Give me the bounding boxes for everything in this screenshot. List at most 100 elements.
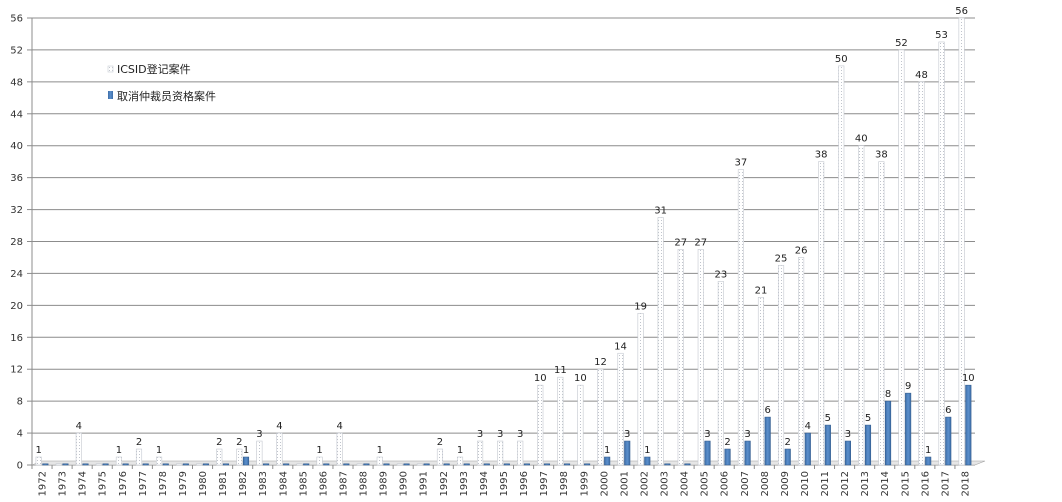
x-tick-label: 2004 [680, 471, 691, 496]
data-label-icsid: 37 [735, 158, 748, 169]
data-label-icsid: 1 [316, 445, 322, 456]
data-label-icsid: 48 [915, 70, 928, 81]
legend-swatch-disqualification [108, 91, 113, 99]
data-label-disqualification: 1 [925, 445, 931, 456]
bar-icsid [798, 257, 805, 466]
x-tick-label: 1987 [338, 471, 349, 496]
bar-icsid [617, 352, 624, 466]
bar-icsid [858, 145, 865, 466]
bar-disqualification [563, 463, 571, 466]
data-label-icsid: 4 [76, 421, 82, 432]
bar-disqualification [483, 463, 490, 466]
bar-icsid [657, 217, 664, 466]
x-tick-label: 2001 [619, 471, 630, 496]
bar-icsid [256, 440, 263, 466]
data-label-icsid: 2 [216, 437, 222, 448]
data-label-icsid: 19 [634, 301, 647, 312]
bar-disqualification [423, 463, 430, 466]
x-tick-label: 1978 [158, 471, 169, 496]
x-tick-label: 1984 [278, 471, 289, 496]
bar-icsid [717, 281, 724, 466]
bar-disqualification [624, 440, 631, 466]
bar-icsid [336, 432, 343, 466]
x-tick-label: 1983 [258, 471, 269, 496]
data-label-icsid: 23 [714, 269, 727, 280]
y-tick-label: 52 [10, 45, 23, 56]
y-tick-label: 56 [10, 14, 23, 25]
bar-icsid [135, 448, 143, 466]
y-tick-label: 36 [10, 173, 23, 184]
y-tick-label: 12 [10, 365, 23, 376]
data-label-disqualification: 5 [865, 413, 871, 424]
data-label-disqualification: 10 [962, 373, 975, 384]
bar-icsid [697, 249, 704, 466]
x-tick-label: 1977 [138, 471, 149, 496]
bar-disqualification [303, 463, 310, 466]
bar-disqualification [263, 463, 270, 466]
data-label-disqualification: 6 [764, 405, 770, 416]
y-tick-label: 20 [10, 301, 23, 312]
x-tick-label: 2010 [800, 471, 811, 496]
x-tick-label: 1999 [579, 471, 590, 496]
x-tick-label: 2008 [760, 471, 771, 496]
bar-disqualification [784, 448, 791, 466]
data-label-disqualification: 3 [744, 429, 750, 440]
data-label-icsid: 1 [156, 445, 162, 456]
x-tick-label: 2002 [639, 471, 650, 496]
bar-disqualification [744, 440, 751, 466]
x-tick-label: 1998 [559, 471, 570, 496]
legend: ICSID登记案件 取消仲裁员资格案件 [107, 62, 216, 103]
bar-disqualification [202, 463, 209, 466]
data-label-disqualification: 9 [905, 381, 911, 392]
data-label-icsid: 12 [594, 357, 607, 368]
bar-icsid [396, 463, 403, 466]
bar-disqualification [664, 463, 671, 466]
data-label-icsid: 21 [755, 285, 768, 296]
legend-swatch-icsid [107, 65, 114, 73]
bar-disqualification [543, 463, 551, 466]
y-tick-label: 48 [10, 77, 23, 88]
x-tick-label: 2012 [840, 471, 851, 496]
data-label-disqualification: 2 [724, 437, 730, 448]
data-label-icsid: 4 [276, 421, 282, 432]
bar-disqualification [162, 463, 169, 466]
bar-disqualification [463, 463, 470, 466]
x-tick-label: 1991 [419, 471, 430, 496]
bar-disqualification [844, 440, 851, 466]
x-tick-label: 1980 [198, 471, 209, 496]
bar-icsid [35, 456, 42, 466]
bar-icsid [557, 376, 564, 466]
x-tick-label: 2003 [660, 471, 671, 496]
y-tick-label: 28 [10, 237, 23, 248]
bar-icsid [938, 41, 945, 466]
data-label-disqualification: 1 [604, 445, 610, 456]
bar-icsid [597, 368, 604, 466]
data-label-icsid: 52 [895, 38, 908, 49]
x-tick-label: 2006 [720, 471, 731, 496]
data-label-disqualification: 4 [805, 421, 811, 432]
bar-icsid [95, 463, 102, 466]
bar-icsid [236, 448, 243, 466]
data-label-disqualification: 5 [825, 413, 831, 424]
x-tick-label: 1972 [38, 471, 49, 496]
bar-icsid [737, 169, 744, 466]
bar-icsid [316, 456, 323, 466]
data-label-disqualification: 3 [624, 429, 630, 440]
bar-icsid [456, 456, 464, 466]
bar-disqualification [584, 463, 591, 466]
bar-icsid [176, 463, 183, 466]
x-tick-label: 1995 [499, 471, 510, 496]
x-tick-label: 1992 [439, 471, 450, 496]
data-label-icsid: 2 [236, 437, 242, 448]
x-tick-label: 1979 [178, 471, 189, 496]
data-label-icsid: 50 [835, 54, 848, 65]
bar-disqualification [905, 392, 912, 466]
x-tick-label: 2014 [880, 471, 891, 496]
bar-disqualification [644, 456, 651, 466]
bar-icsid [376, 456, 383, 466]
x-tick-label: 2005 [700, 471, 711, 496]
bar-disqualification [222, 463, 230, 466]
data-label-icsid: 1 [116, 445, 122, 456]
gridlines [32, 17, 975, 466]
